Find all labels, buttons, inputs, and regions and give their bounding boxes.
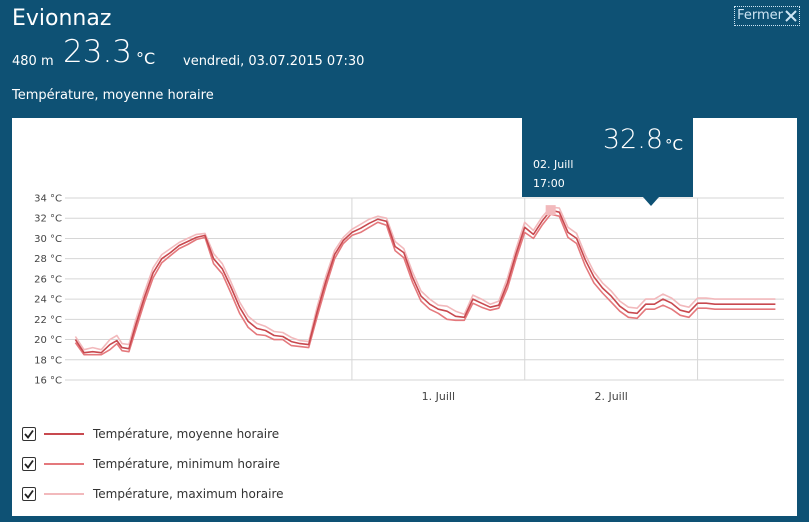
y-tick-label: 28 °C (34, 254, 62, 265)
legend-checkbox-max[interactable] (22, 487, 36, 501)
current-temperature-unit: °C (136, 49, 156, 68)
legend-label-max: Température, maximum horaire (93, 487, 284, 501)
y-tick-label: 20 °C (34, 335, 62, 346)
y-tick-label: 18 °C (34, 355, 62, 366)
legend-label-mean: Température, moyenne horaire (93, 427, 280, 441)
close-button[interactable]: Fermer (734, 6, 800, 26)
chart-panel: 16 °C 18 °C 20 °C 22 °C 24 °C 26 °C 28 °C 30 °C… (12, 118, 797, 516)
legend-checkbox-min[interactable] (22, 457, 36, 471)
station-name: Evionnaz (12, 6, 112, 31)
y-tick-label: 26 °C (34, 274, 62, 285)
close-icon (785, 10, 797, 22)
measurement-datetime: vendredi, 03.07.2015 07:30 (183, 54, 365, 69)
legend-swatch-mean (44, 433, 84, 435)
tooltip-arrow (643, 197, 659, 206)
highlight-marker (545, 205, 556, 216)
elevation: 480 m (12, 54, 54, 69)
legend-checkbox-mean[interactable] (22, 427, 36, 441)
checkmark-icon (24, 429, 34, 439)
legend-item-min[interactable]: Température, minimum horaire (22, 455, 280, 473)
legend-item-mean[interactable]: Température, moyenne horaire (22, 425, 279, 443)
current-temperature: 23.3 (63, 34, 133, 70)
series-line-max (74, 206, 776, 351)
tooltip-unit: °C (665, 136, 683, 154)
y-tick-label: 30 °C (34, 234, 62, 245)
y-tick-label: 34 °C (34, 194, 62, 205)
checkmark-icon (24, 489, 34, 499)
legend-item-max[interactable]: Température, maximum horaire (22, 485, 284, 503)
y-tick-label: 22 °C (34, 315, 62, 326)
series-line-min (74, 213, 776, 356)
chart-subtitle: Température, moyenne horaire (12, 88, 214, 103)
tooltip-value: 32.8 (602, 124, 663, 155)
close-label: Fermer (737, 8, 783, 23)
y-tick-label: 32 °C (34, 214, 62, 225)
legend-swatch-max (44, 493, 84, 495)
temperature-chart[interactable]: 16 °C 18 °C 20 °C 22 °C 24 °C 26 °C 28 °C 30 °C… (12, 118, 797, 418)
legend-swatch-min (44, 463, 84, 465)
y-tick-label: 24 °C (34, 295, 62, 306)
checkmark-icon (24, 459, 34, 469)
x-tick-label: 2. Juill (594, 390, 627, 403)
series-line-mean (74, 209, 776, 354)
legend-label-min: Température, minimum horaire (93, 457, 281, 471)
y-tick-label: 16 °C (34, 376, 62, 387)
x-tick-label: 1. Juill (422, 390, 455, 403)
tooltip-time: 17:00 (533, 177, 565, 190)
chart-tooltip: 32.8 °C 02. Juill 17:00 (522, 118, 693, 197)
tooltip-date: 02. Juill (533, 158, 574, 171)
